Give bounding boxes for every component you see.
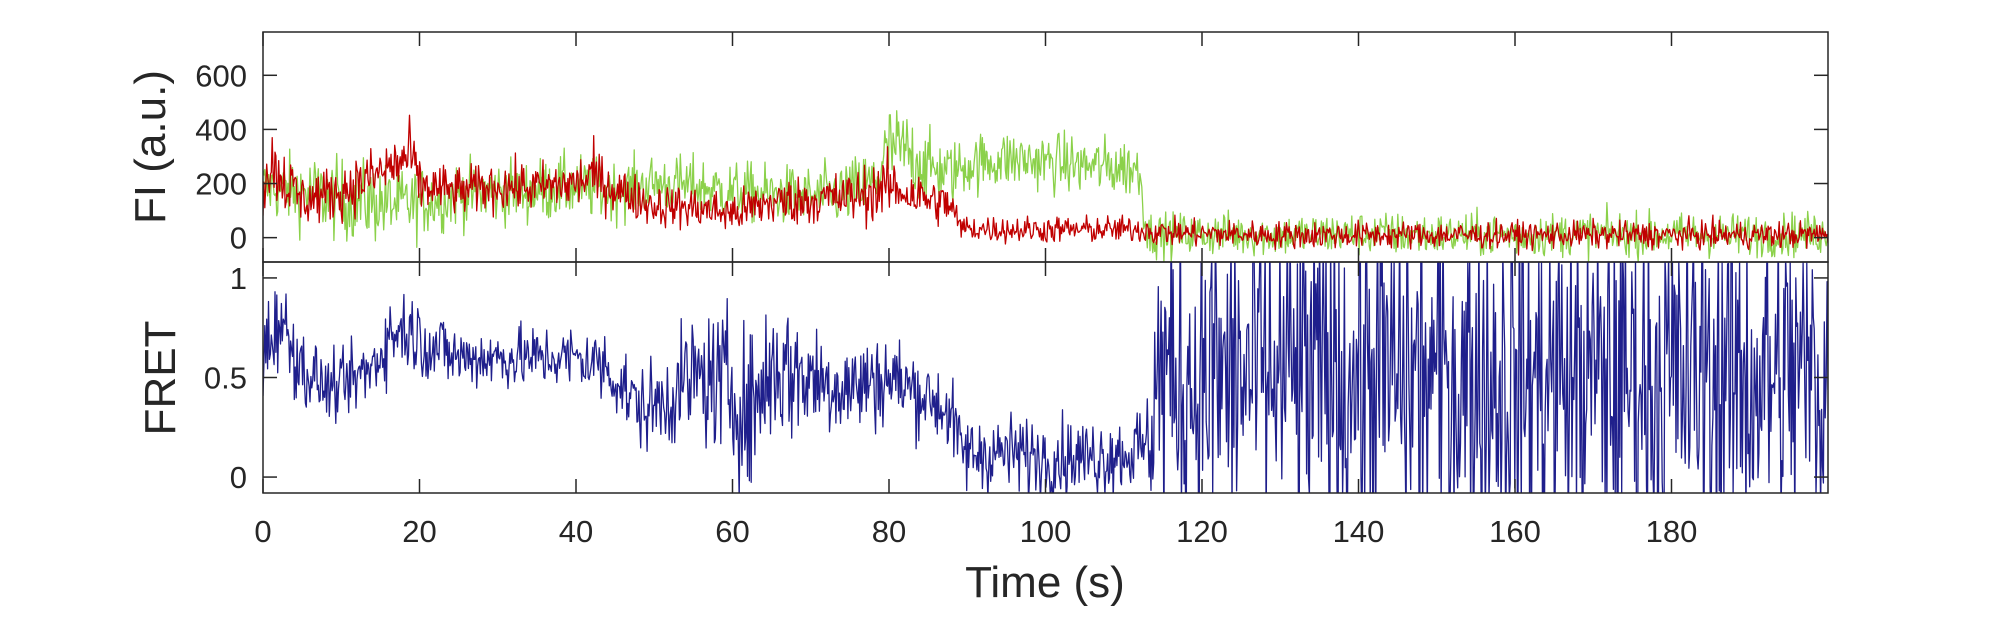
- fluorescence-traces: [263, 110, 1828, 262]
- time-x-tick-label: 80: [872, 514, 906, 549]
- time-x-axis-label: Time (s): [965, 558, 1125, 607]
- fret-y-tick-label: 0.5: [204, 361, 247, 396]
- fluorescence-trace-2: [263, 114, 1828, 256]
- fret-panel: 00.51 0 20 40 60 80 100 120 140 160 180 FRET Time…: [136, 32, 1829, 607]
- fluorescence-panel: 0 200 400 600 FI (a.u.): [126, 31, 1829, 263]
- time-x-axis: 0 20 40 60 80 100 120 140 160 180: [254, 32, 1697, 549]
- time-x-tick-label: 0: [254, 514, 271, 549]
- fret-y-tick-label: 1: [230, 261, 247, 296]
- fluorescence-y-tick-label: 600: [195, 58, 247, 93]
- time-x-tick-label: 160: [1489, 514, 1541, 549]
- time-x-tick-label: 140: [1333, 514, 1385, 549]
- time-x-tick-label: 100: [1020, 514, 1072, 549]
- time-x-tick-label: 60: [715, 514, 749, 549]
- fluorescence-y-axis-label: FI (a.u.): [126, 70, 175, 224]
- fluorescence-y-tick-label: 200: [195, 167, 247, 202]
- fluorescence-y-tick-label: 400: [195, 112, 247, 147]
- time-x-tick-label: 20: [402, 514, 436, 549]
- fret-y-axis-label: FRET: [136, 321, 185, 436]
- fluorescence-y-tick-label: 0: [230, 221, 247, 256]
- time-x-tick-label: 40: [559, 514, 593, 549]
- fluorescence-trace-1: [263, 110, 1828, 262]
- fluorescence-y-axis: 0 200 400 600: [195, 58, 1828, 256]
- fret-trace-1: [263, 262, 1828, 493]
- fret-y-tick-label: 0: [230, 460, 247, 495]
- time-x-tick-label: 120: [1176, 514, 1228, 549]
- time-x-tick-label: 180: [1646, 514, 1698, 549]
- fret-y-axis: 00.51: [204, 261, 1828, 495]
- fret-traces: [263, 262, 1828, 493]
